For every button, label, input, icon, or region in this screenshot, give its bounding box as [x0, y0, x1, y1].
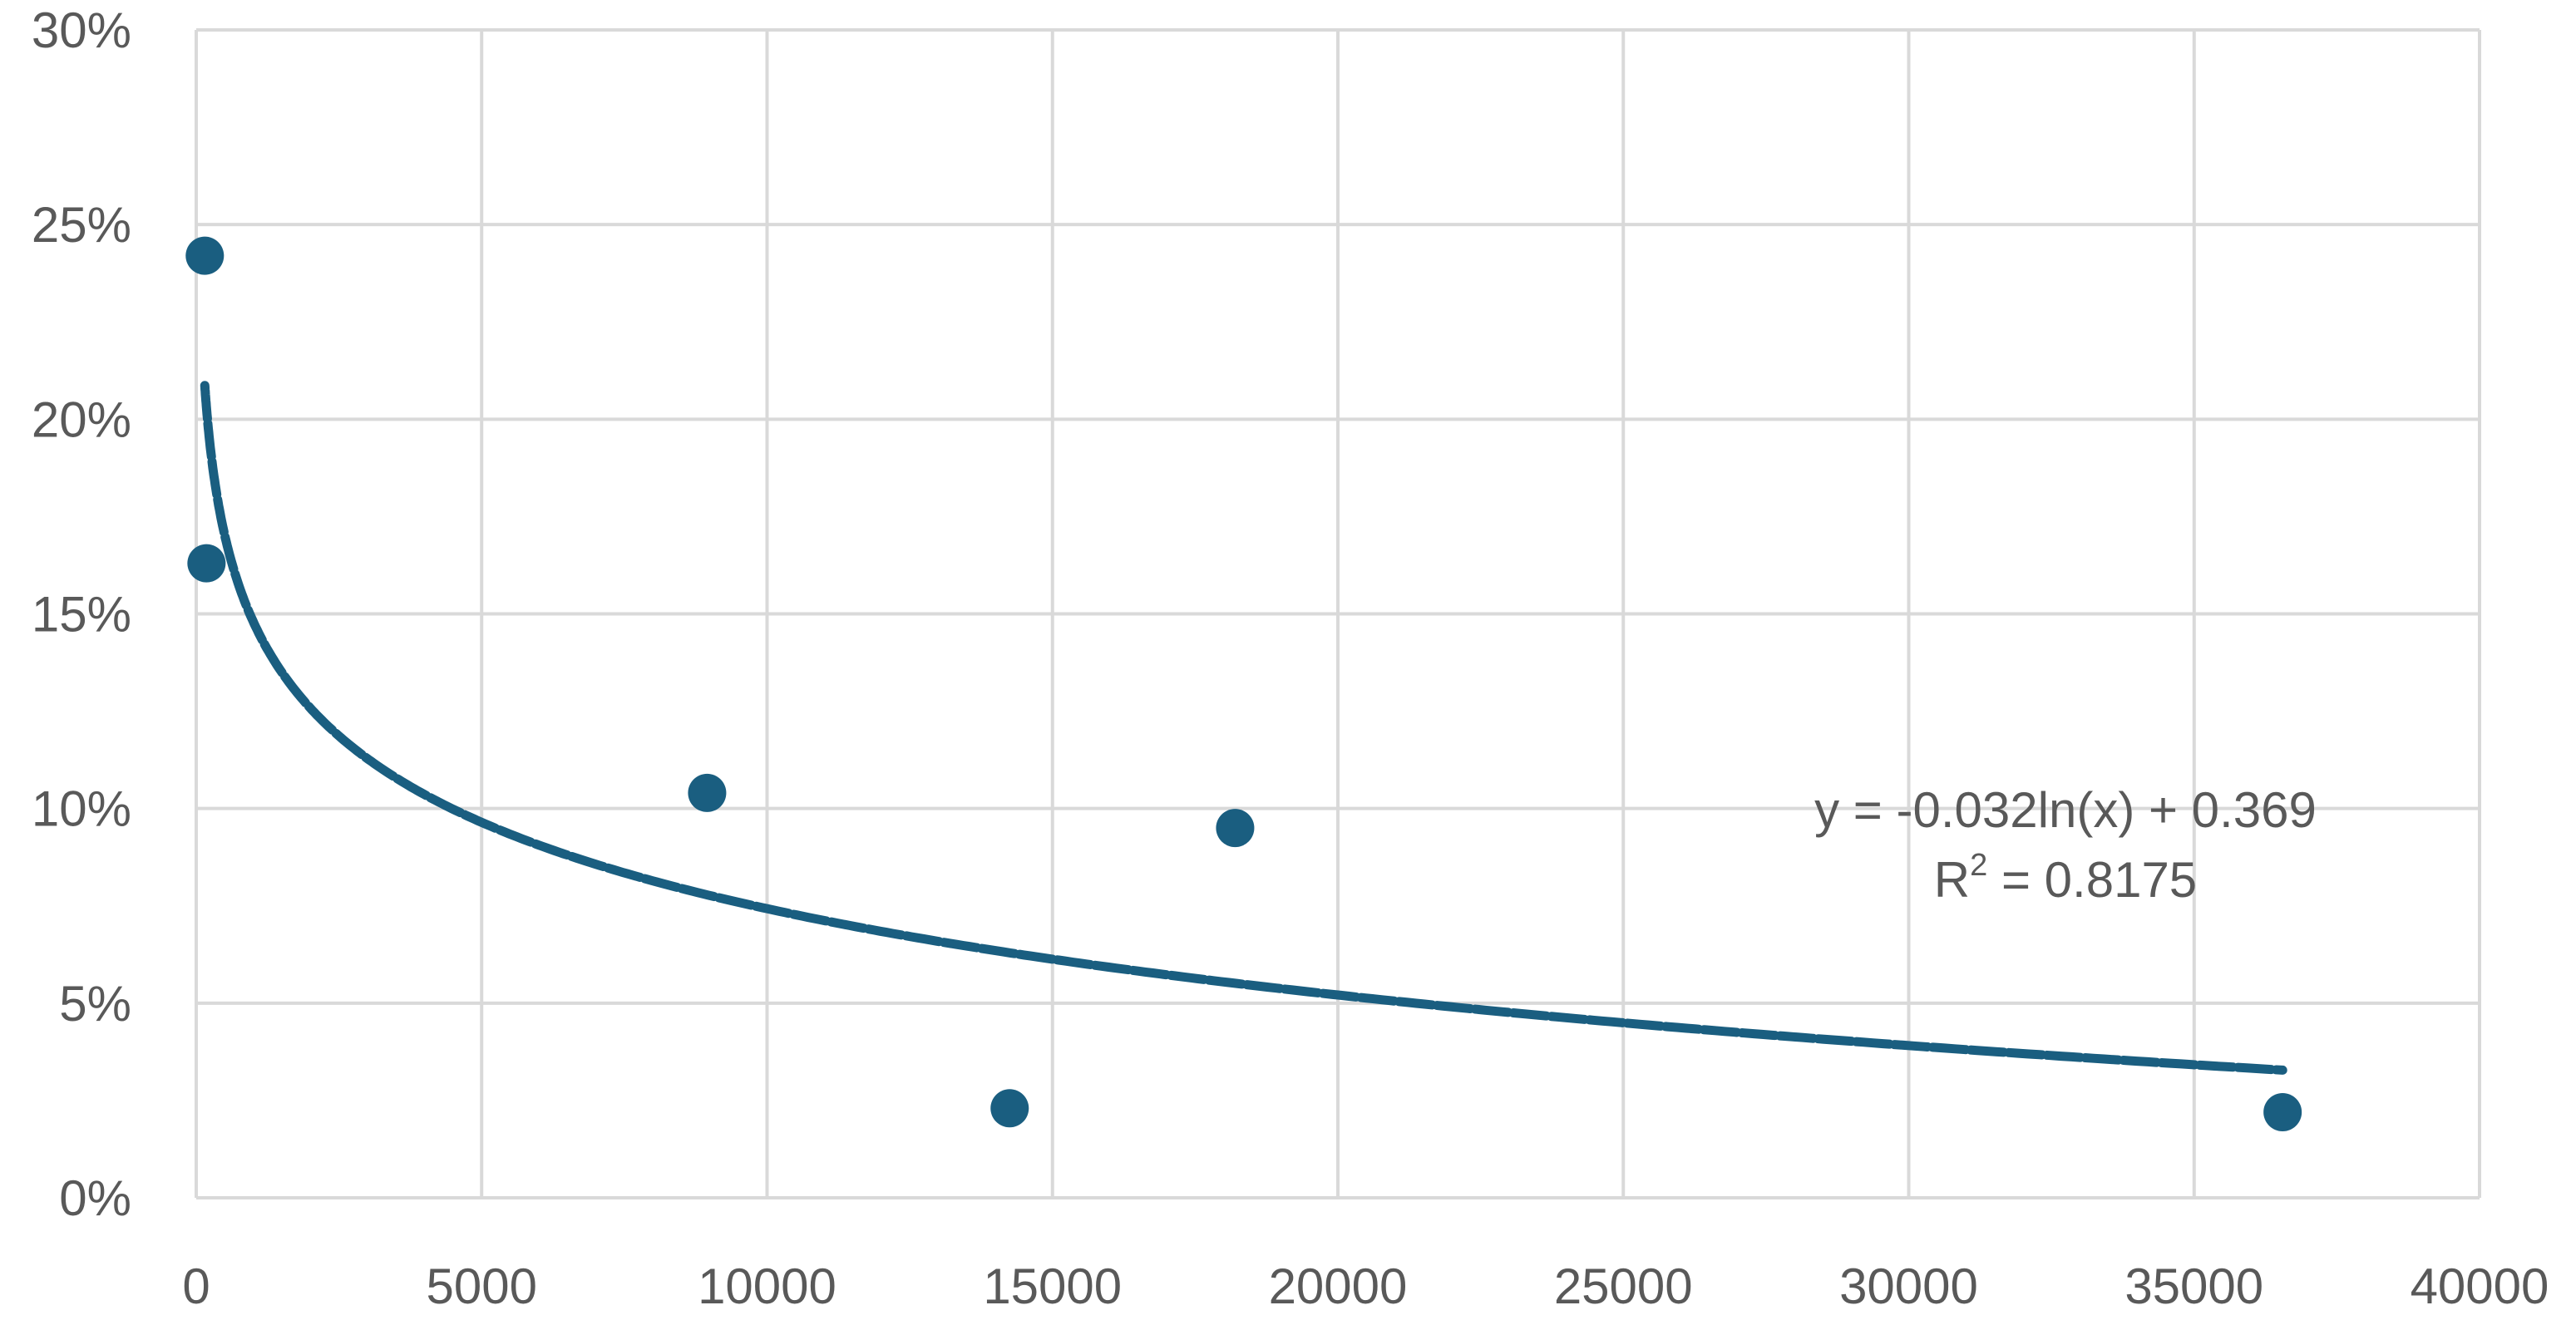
x-tick-label: 0	[182, 1258, 210, 1314]
r-squared-label: R2 = 0.8175	[1934, 848, 2197, 908]
y-tick-label: 15%	[32, 587, 131, 643]
data-point	[990, 1089, 1029, 1128]
trendline-layer	[200, 381, 2287, 1075]
x-tick-label: 5000	[427, 1258, 537, 1314]
data-point	[688, 773, 727, 812]
y-tick-label: 0%	[59, 1170, 131, 1226]
r-squared-superscript: 2	[1970, 848, 1987, 883]
y-tick-label: 25%	[32, 197, 131, 253]
y-tick-label: 20%	[32, 392, 131, 447]
trendline	[200, 381, 2287, 1075]
x-tick-label: 40000	[2411, 1258, 2549, 1314]
y-axis-tick-labels: 0% 5% 10% 15% 20% 25% 30%	[32, 2, 131, 1226]
trendline-equation: y = -0.032ln(x) + 0.369 R2 = 0.8175	[1814, 782, 2317, 908]
data-point	[1216, 809, 1255, 848]
data-points	[185, 236, 2302, 1131]
x-tick-label: 20000	[1269, 1258, 1408, 1314]
y-tick-label: 5%	[59, 976, 131, 1032]
data-point	[2263, 1092, 2302, 1131]
x-tick-label: 10000	[698, 1258, 836, 1314]
y-tick-label: 30%	[32, 2, 131, 58]
r-squared-value: = 0.8175	[1987, 852, 2197, 908]
y-tick-label: 10%	[32, 781, 131, 837]
data-point	[187, 544, 226, 583]
x-tick-label: 15000	[983, 1258, 1122, 1314]
grid-lines	[195, 28, 2481, 1199]
x-tick-label: 25000	[1554, 1258, 1693, 1314]
trendline-equation-label: y = -0.032ln(x) + 0.369	[1814, 782, 2317, 838]
x-axis-tick-labels: 0 5000 10000 15000 20000 25000 30000 35000 40000	[182, 1258, 2549, 1314]
x-tick-label: 30000	[1839, 1258, 1978, 1314]
r-squared-letter: R	[1934, 852, 1970, 908]
data-point	[185, 236, 225, 275]
x-tick-label: 35000	[2124, 1258, 2263, 1314]
